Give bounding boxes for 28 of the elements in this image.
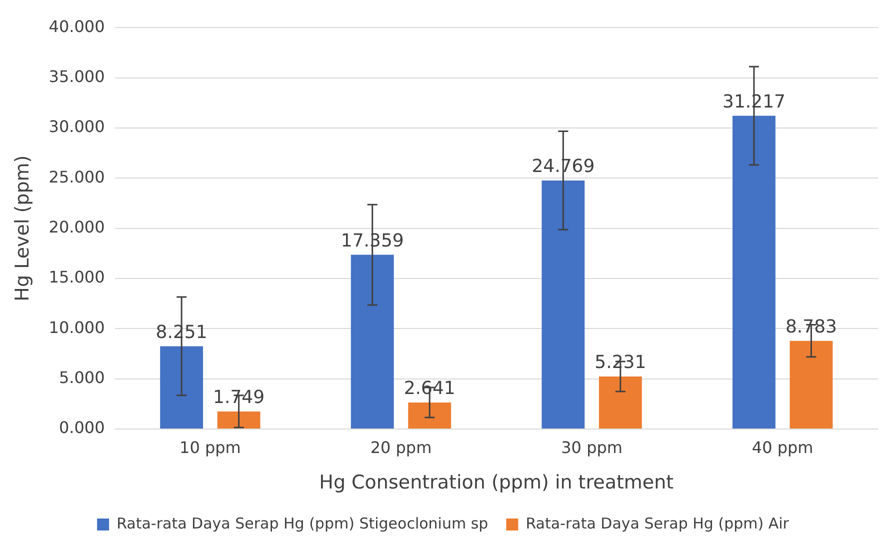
bar	[732, 116, 776, 428]
y-tick-label: 5.000	[58, 368, 105, 387]
y-tick-label: 35.000	[48, 66, 105, 86]
x-tick-label: 30 ppm	[561, 438, 622, 457]
data-label: 2.641	[404, 378, 456, 400]
bar	[217, 411, 260, 428]
x-tick-label: 10 ppm	[180, 438, 241, 457]
bar	[408, 402, 452, 428]
data-label: 8.783	[785, 316, 837, 338]
legend-label: Rata-rata Daya Serap Hg (ppm) Air	[526, 514, 790, 532]
y-tick-label: 30.000	[48, 117, 105, 136]
x-tick-label: 20 ppm	[370, 438, 432, 457]
bar	[542, 180, 585, 428]
bar	[790, 340, 833, 428]
bar	[160, 346, 204, 428]
y-tick-label: 10.000	[48, 318, 105, 337]
y-tick-label: 0.000	[58, 418, 105, 438]
bar	[598, 376, 642, 428]
y-tick-label: 40.000	[48, 16, 105, 36]
legend-label: Rata-rata Daya Serap Hg (ppm) Stigeoclonium sp	[116, 514, 488, 532]
y-axis-title: Hg Level (ppm)	[11, 155, 34, 302]
y-tick-label: 15.000	[48, 268, 105, 287]
bar	[350, 254, 394, 428]
x-tick-label: 40 ppm	[752, 438, 814, 457]
y-tick-label: 25.000	[48, 167, 105, 186]
data-label: 5.231	[594, 352, 646, 374]
y-tick-label: 20.000	[48, 217, 105, 236]
x-axis-title: Hg Consentration (ppm) in treatment	[319, 472, 674, 494]
